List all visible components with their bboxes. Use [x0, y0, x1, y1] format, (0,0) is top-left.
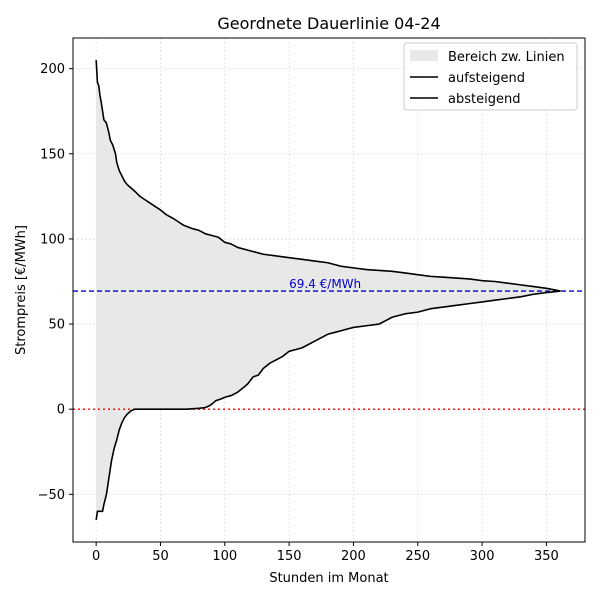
y-axis-label: Strompreis [€/MWh]	[14, 225, 29, 355]
y-tick-label: 50	[48, 318, 65, 333]
plot-frame	[72, 37, 586, 543]
x-axis-ticks: 0 50 100 150 200 250 300 350	[92, 542, 559, 564]
chart-title: Geordnete Dauerlinie 04-24	[217, 14, 440, 33]
x-tick-label: 250	[405, 549, 430, 564]
legend-box	[403, 42, 578, 111]
series-line-ascending	[95, 290, 561, 520]
series-line-descending	[95, 60, 561, 292]
x-tick-label: 350	[534, 549, 559, 564]
x-tick-label: 300	[470, 549, 495, 564]
y-tick-label: −50	[38, 488, 65, 503]
x-tick-label: 100	[212, 549, 237, 564]
y-axis-ticks: −50 0 50 100 150 200	[38, 62, 73, 503]
reference-line-label: 69.4 €/MWh	[289, 277, 361, 291]
y-tick-label: 100	[40, 232, 65, 247]
y-tick-label: 0	[57, 403, 65, 418]
legend-label-ascending: aufsteigend	[448, 71, 525, 86]
x-tick-label: 150	[277, 549, 302, 564]
y-tick-label: 150	[40, 147, 65, 162]
y-tick-label: 200	[40, 62, 65, 77]
legend-swatch-fill	[410, 50, 438, 61]
x-tick-label: 50	[152, 549, 169, 564]
x-tick-label: 200	[341, 549, 366, 564]
fill-between-area	[96, 60, 561, 520]
series-lines	[95, 60, 561, 520]
x-axis-label: Stunden im Monat	[269, 571, 388, 586]
legend-label-fill: Bereich zw. Linien	[448, 50, 565, 65]
x-tick-label: 0	[92, 549, 100, 564]
legend: Bereich zw. Linien aufsteigend absteigen…	[403, 42, 578, 111]
legend-label-descending: absteigend	[448, 92, 520, 107]
